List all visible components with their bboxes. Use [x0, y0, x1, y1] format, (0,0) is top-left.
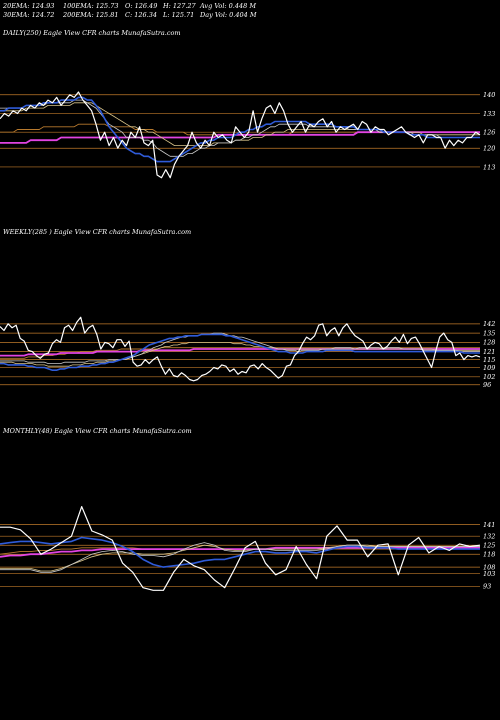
y-tick-label: 109	[483, 364, 495, 372]
y-tick-label: 121	[483, 348, 495, 356]
price-series	[0, 91, 481, 179]
y-tick-label: 118	[483, 551, 495, 559]
ema200-value: 200EMA: 125.81	[63, 11, 119, 19]
short-ema-series	[0, 536, 480, 568]
price-series	[0, 316, 481, 382]
ema30-series	[0, 102, 480, 147]
avg-vol-value: Avg Vol: 0.448 M	[200, 2, 257, 10]
high-value: H: 127.27	[163, 2, 196, 10]
y-tick-label: 96	[483, 381, 491, 389]
y-tick-label: 142	[483, 320, 495, 328]
y-tick-label: 102	[483, 373, 495, 381]
y-tick-label: 93	[483, 583, 491, 591]
y-tick-label: 126	[483, 128, 495, 136]
weekly-panel-title: WEEKLY(285 ) Eagle View CFR charts Munaf…	[3, 228, 192, 236]
y-tick-label: 113	[483, 163, 495, 171]
low-value: L: 125.71	[163, 11, 195, 19]
price-series	[0, 506, 481, 591]
y-tick-label: 133	[483, 110, 495, 118]
day-vol-value: Day Vol: 0.404 M	[200, 11, 257, 19]
ema200-series	[0, 546, 480, 558]
y-tick-label: 141	[483, 521, 495, 529]
y-tick-label: 125	[483, 542, 495, 550]
short-ema-series	[0, 96, 480, 163]
ema20-series	[0, 332, 480, 365]
y-tick-label: 140	[483, 91, 495, 99]
daily-panel-title: DAILY(250) Eagle View CFR charts MunafaS…	[3, 29, 181, 37]
ema100-value: 100EMA: 125.73	[63, 2, 119, 10]
y-tick-label: 115	[483, 356, 495, 364]
y-tick-label: 103	[483, 570, 495, 578]
ema30-series	[0, 341, 480, 367]
y-tick-label: 135	[483, 329, 495, 337]
daily-chart-panel: 140 133 126 120 113	[0, 91, 495, 179]
ema30-value: 30EMA: 124.72	[3, 11, 55, 19]
y-tick-label: 120	[483, 145, 495, 153]
y-tick-label: 108	[483, 563, 495, 571]
y-tick-label: 132	[483, 533, 495, 541]
monthly-panel-title: MONTHLY(48) Eagle View CFR charts Munafa…	[3, 427, 192, 435]
open-value: O: 126.49	[125, 2, 158, 10]
short-ema-series	[0, 333, 480, 372]
ema20-series	[0, 99, 480, 157]
y-tick-label: 128	[483, 339, 495, 347]
ema20-value: 20EMA: 124.93	[3, 2, 55, 10]
close-value: C: 126.34	[125, 11, 157, 19]
ema20-series	[0, 542, 480, 573]
